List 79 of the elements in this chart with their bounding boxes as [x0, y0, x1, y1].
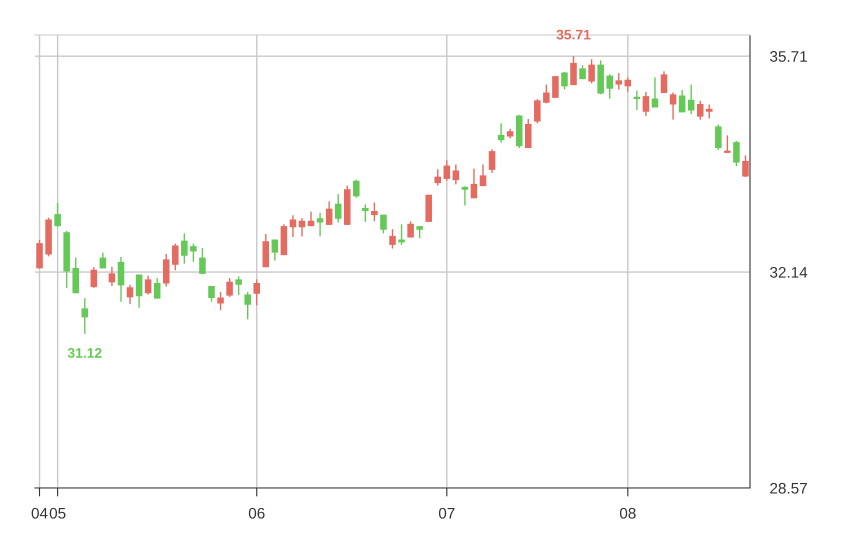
candlestick [54, 202, 61, 228]
candlestick [506, 128, 514, 140]
candlestick [217, 291, 224, 311]
candlestick [606, 74, 613, 100]
candlestick [733, 140, 740, 167]
candlestick [308, 210, 314, 227]
candlestick [136, 274, 142, 308]
candlestick [742, 154, 749, 178]
candlestick [624, 76, 632, 93]
y-tick-label: 28.57 [770, 482, 807, 494]
candlestick [579, 64, 586, 80]
candlestick [416, 225, 423, 239]
candlestick [362, 204, 369, 223]
candlestick [488, 148, 496, 174]
candlestick [452, 164, 460, 186]
candlestick [642, 91, 650, 117]
candlestick [199, 247, 206, 275]
candlestick [154, 277, 160, 300]
candlestick [144, 275, 152, 296]
candlestick [715, 124, 722, 151]
candlestick [126, 284, 134, 305]
annotation: 35.71 [556, 30, 591, 40]
candlestick [298, 218, 306, 238]
candlestick [615, 72, 622, 90]
candlestick [244, 291, 251, 320]
candlestick [652, 76, 658, 108]
candlestick [253, 278, 260, 306]
candlestick [670, 92, 676, 120]
candlestick [181, 232, 188, 264]
candlestick [444, 160, 450, 182]
candlestick [162, 253, 170, 288]
candlestick [118, 256, 124, 302]
candlestick [480, 164, 486, 187]
candlestick [678, 89, 686, 114]
candlestick [462, 186, 468, 206]
candlestick [380, 214, 387, 234]
candlestick [172, 242, 179, 271]
candlestick [524, 118, 532, 149]
candlestick [235, 276, 242, 296]
candlestick [543, 84, 550, 104]
candlestick [688, 84, 694, 115]
candlestick [100, 252, 106, 270]
candlestick [353, 178, 360, 198]
candlestick [570, 55, 577, 86]
candlestick [272, 238, 278, 262]
candlestick [108, 266, 116, 287]
annotation: 31.12 [68, 348, 102, 358]
candlestick [407, 220, 414, 238]
candlestick [371, 202, 378, 222]
candlestick [398, 224, 405, 246]
y-tick-label: 35.71 [770, 51, 807, 62]
candlestick [634, 90, 640, 111]
y-tick-label: 32.14 [770, 266, 808, 278]
candlestick [326, 200, 332, 226]
x-tick-label: 04 [32, 508, 48, 519]
candlestick [190, 242, 197, 262]
candlestick [724, 134, 731, 154]
x-tick-label: 06 [248, 508, 265, 519]
candlestick [316, 212, 324, 238]
candlestick [660, 70, 668, 94]
candlestick [434, 168, 442, 186]
x-tick-label: 07 [438, 508, 455, 519]
candlestick [534, 98, 541, 124]
candlestick [334, 193, 342, 224]
candlestick [470, 168, 478, 199]
candlestick [290, 214, 296, 238]
candlestick [90, 266, 98, 289]
candlestick [561, 71, 568, 90]
candlestick [82, 297, 88, 334]
candlestick [498, 122, 504, 144]
x-tick-label: 05 [50, 508, 66, 519]
candlestick [588, 58, 595, 84]
candlestick [208, 285, 215, 302]
candlestick [552, 75, 559, 99]
candlestick [706, 104, 713, 120]
candlestick [696, 100, 704, 120]
x-tick-label: 08 [620, 508, 636, 519]
candlestick [226, 277, 233, 298]
candlestick [389, 228, 396, 250]
